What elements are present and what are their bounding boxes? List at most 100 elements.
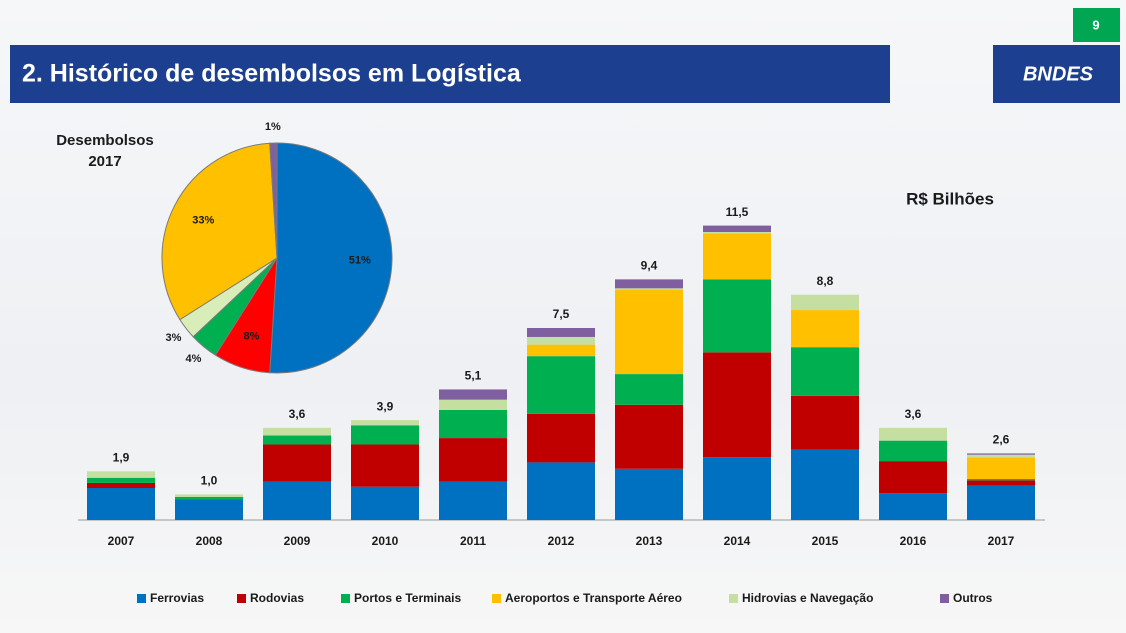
legend-swatch	[492, 594, 501, 603]
bar-segment	[967, 457, 1035, 479]
legend-label: Aeroportos e Transporte Aéreo	[505, 591, 682, 605]
bar-segment	[967, 453, 1035, 454]
bar-segment	[527, 328, 595, 337]
slide-title: 2. Histórico de desembolsos em Logística	[22, 60, 522, 88]
bar-segment	[791, 295, 859, 310]
legend-label: Ferrovias	[150, 591, 204, 605]
bar-segment	[351, 425, 419, 444]
x-tick-label: 2014	[724, 534, 751, 548]
x-tick-label: 2015	[812, 534, 839, 548]
bar-segment	[527, 414, 595, 463]
total-label: 1,0	[201, 474, 218, 488]
bar-segment	[175, 500, 243, 520]
total-label: 9,4	[641, 259, 658, 273]
bar-segment	[351, 444, 419, 486]
legend-swatch	[940, 594, 949, 603]
legend-label: Outros	[953, 591, 993, 605]
legend-swatch	[341, 594, 350, 603]
bar-segment	[791, 450, 859, 520]
pie-title: Desembolsos	[56, 132, 154, 149]
bar-segment	[703, 232, 771, 233]
bar-segment	[527, 462, 595, 520]
total-label: 5,1	[465, 369, 482, 383]
total-label: 3,9	[377, 399, 394, 413]
pie-label: 4%	[186, 353, 202, 365]
total-label: 11,5	[726, 205, 749, 219]
bar-segment	[879, 461, 947, 493]
bar-segment	[263, 428, 331, 436]
bar-segment	[615, 279, 683, 288]
bar-segment	[879, 428, 947, 441]
bar-segment	[615, 288, 683, 289]
legend-swatch	[237, 594, 246, 603]
x-tick-label: 2013	[636, 534, 663, 548]
bar-segment	[439, 482, 507, 520]
total-label: 1,9	[113, 451, 130, 465]
bar-segment	[263, 482, 331, 520]
bar-segment	[791, 310, 859, 347]
x-tick-label: 2011	[460, 534, 486, 548]
legend-label: Hidrovias e Navegação	[742, 591, 873, 605]
bar-segment	[87, 478, 155, 483]
bar-segment	[263, 444, 331, 481]
x-tick-label: 2007	[108, 534, 135, 548]
bar-segment	[87, 483, 155, 488]
bar-segment	[527, 345, 595, 357]
bar-segment	[439, 438, 507, 482]
bar-segment	[87, 471, 155, 477]
x-tick-label: 2010	[372, 534, 399, 548]
logo: BNDES	[1023, 63, 1094, 85]
bar-segment	[791, 396, 859, 450]
bar-segment	[351, 420, 419, 425]
bar-segment	[615, 469, 683, 520]
total-label: 8,8	[817, 274, 834, 288]
bar-segment	[967, 485, 1035, 520]
x-tick-label: 2008	[196, 534, 223, 548]
pie-label: 8%	[243, 331, 259, 343]
bar-segment	[791, 347, 859, 396]
bar-segment	[615, 405, 683, 469]
bar-segment	[703, 226, 771, 232]
x-tick-label: 2016	[900, 534, 927, 548]
bar-segment	[351, 487, 419, 520]
pie-slice	[270, 143, 392, 373]
bar-segment	[527, 337, 595, 345]
total-label: 3,6	[289, 407, 306, 421]
pie-label: 3%	[166, 332, 182, 344]
bar-segment	[439, 410, 507, 438]
bar-segment	[703, 352, 771, 457]
legend-label: Portos e Terminais	[354, 591, 461, 605]
bar-segment	[879, 441, 947, 461]
chart: 9 2. Histórico de desembolsos em Logísti…	[0, 0, 1126, 633]
bar-segment	[879, 493, 947, 520]
x-tick-label: 2017	[988, 534, 1015, 548]
legend-swatch	[137, 594, 146, 603]
bar-segment	[615, 290, 683, 374]
bar-segment	[703, 279, 771, 352]
legend-swatch	[729, 594, 738, 603]
x-tick-label: 2012	[548, 534, 575, 548]
pie-title: 2017	[88, 153, 121, 170]
bar-segment	[615, 374, 683, 405]
pie-label: 33%	[192, 214, 214, 226]
bar-segment	[703, 457, 771, 520]
bar-segment	[967, 479, 1035, 480]
legend-label: Rodovias	[250, 591, 304, 605]
bar-segment	[175, 497, 243, 500]
bar-segment	[439, 389, 507, 399]
total-label: 7,5	[553, 307, 570, 321]
bar-segment	[263, 436, 331, 445]
pie-label: 51%	[349, 255, 371, 267]
total-label: 2,6	[993, 433, 1010, 447]
bar-segment	[87, 488, 155, 520]
slide: 9 2. Histórico de desembolsos em Logísti…	[0, 0, 1126, 633]
bar-segment	[703, 233, 771, 279]
x-tick-label: 2009	[284, 534, 311, 548]
bar-segment	[439, 400, 507, 410]
annotation: R$ Bilhões	[906, 189, 994, 208]
bar-segment	[967, 480, 1035, 485]
pie-label: 1%	[265, 121, 281, 133]
bar-segment	[527, 356, 595, 414]
page-number: 9	[1092, 17, 1099, 32]
bar-segment	[175, 494, 243, 497]
